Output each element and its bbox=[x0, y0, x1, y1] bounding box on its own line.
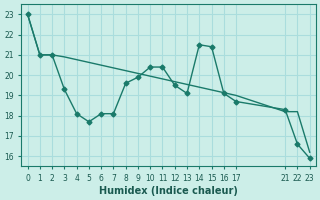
X-axis label: Humidex (Indice chaleur): Humidex (Indice chaleur) bbox=[99, 186, 238, 196]
